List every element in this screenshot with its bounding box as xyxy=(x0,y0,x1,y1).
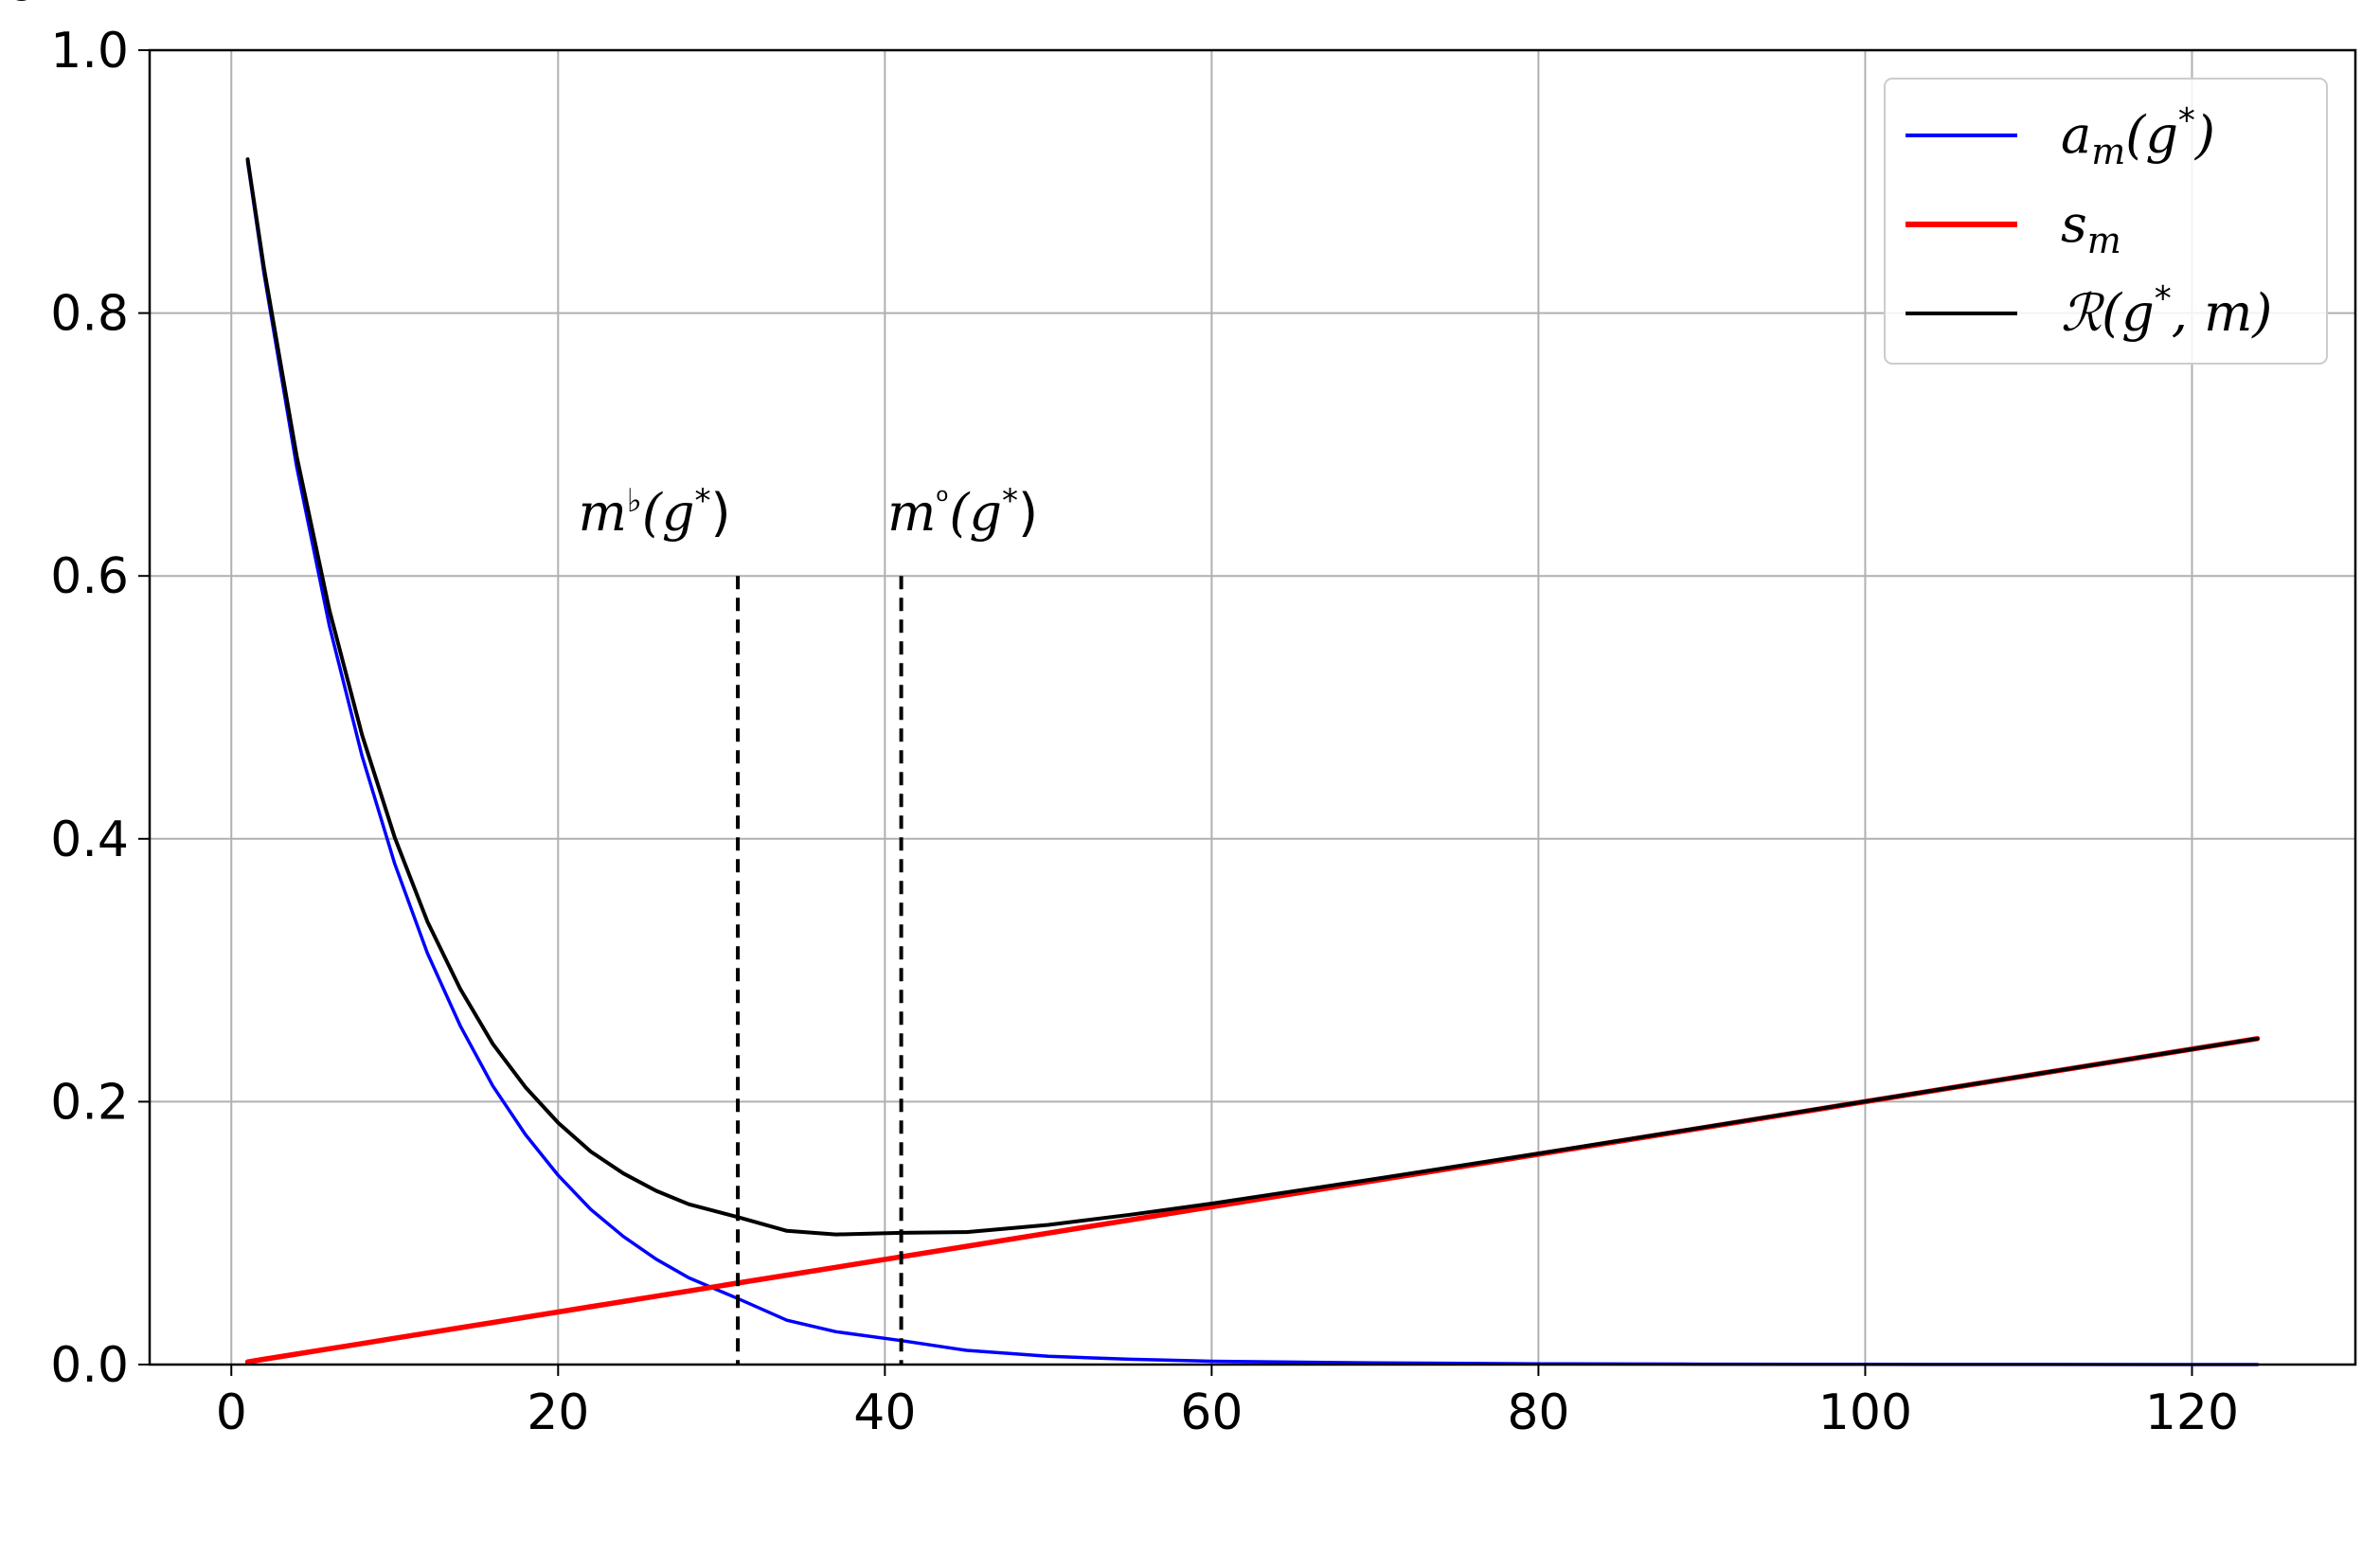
marker-label-sup: ♭ xyxy=(627,482,642,520)
legend: am(g*)smℛ(g*, m) xyxy=(1884,78,2328,365)
legend-label-sup: * xyxy=(2155,279,2172,318)
legend-label-sub: m xyxy=(2091,131,2125,172)
legend-label-sub: m xyxy=(2087,220,2121,261)
marker-label-sup: ᵒ xyxy=(936,482,949,520)
series-line-3 xyxy=(245,157,2260,1237)
marker-label-arg-sup: * xyxy=(694,482,710,520)
x-axis-label-var: m xyxy=(99,0,148,12)
x-tick-label: 0 xyxy=(216,1384,247,1441)
legend-label-close: ) xyxy=(2194,105,2215,165)
y-tick-label: 0.6 xyxy=(50,548,129,605)
x-tick-label: 100 xyxy=(1818,1384,1912,1441)
plot-frame xyxy=(148,48,2357,1366)
marker-label-1: m♭(g*) xyxy=(579,482,731,543)
x-axis-label-text: Iteration xyxy=(0,0,69,12)
marker-label-close: ) xyxy=(1018,483,1038,543)
marker-lines: m♭(g*) mᵒ(g*) xyxy=(579,482,1038,1365)
legend-label-sup: * xyxy=(2178,101,2195,140)
legend-label-3: ℛ(g*, m) xyxy=(2061,279,2272,343)
y-tick-label: 0.4 xyxy=(50,812,129,868)
legend-label-base: s xyxy=(2061,194,2087,254)
x-axis-label: Iteration m xyxy=(0,0,148,12)
legend-label-arg: (g xyxy=(2125,105,2178,165)
marker-label-close: ) xyxy=(710,483,730,543)
legend-label-1: am(g*) xyxy=(2061,101,2215,172)
y-axis-ticks: 0.0 0.2 0.4 0.6 0.8 1.0 xyxy=(50,23,150,1394)
marker-label-arg-sup: * xyxy=(1002,482,1018,520)
marker-label-2: mᵒ(g*) xyxy=(887,482,1038,543)
y-tick-label: 1.0 xyxy=(50,23,129,80)
y-tick-label: 0.0 xyxy=(50,1337,129,1394)
x-axis-ticks: 0 20 40 60 80 100 120 xyxy=(216,1365,2239,1441)
x-tick-label: 40 xyxy=(853,1384,916,1441)
legend-label-close: , m) xyxy=(2172,283,2273,343)
marker-label-arg: (g xyxy=(642,483,695,543)
y-tick-label: 0.8 xyxy=(50,286,129,343)
marker-label-arg: (g xyxy=(949,483,1002,543)
legend-label-base: ℛ xyxy=(2061,283,2105,343)
x-tick-label: 80 xyxy=(1507,1384,1569,1441)
legend-box xyxy=(1884,78,2328,365)
marker-label-base: m xyxy=(887,483,936,543)
series-group xyxy=(244,157,2261,1366)
marker-label-base: m xyxy=(579,483,627,543)
series-line-1 xyxy=(245,160,2260,1366)
y-tick-label: 0.2 xyxy=(50,1074,129,1131)
x-tick-label: 120 xyxy=(2145,1384,2239,1441)
legend-label-arg: (g xyxy=(2102,283,2155,343)
x-tick-label: 20 xyxy=(527,1384,589,1441)
legend-label-base: a xyxy=(2061,105,2091,165)
x-tick-label: 60 xyxy=(1180,1384,1243,1441)
legend-label-2: sm xyxy=(2061,194,2121,261)
